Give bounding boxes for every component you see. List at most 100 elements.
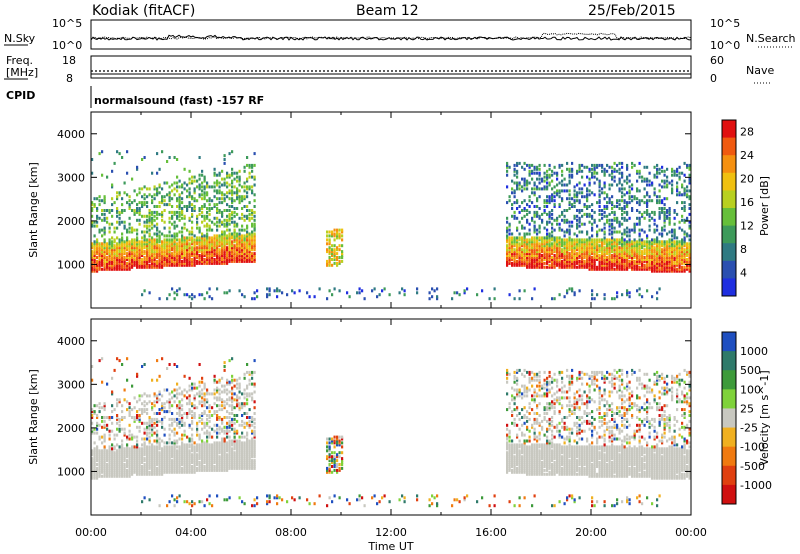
velocity-cell [161,466,164,470]
power-cell [138,256,141,259]
power-cell [146,220,149,224]
power-cell [226,209,229,212]
velocity-cell [123,466,126,470]
power-cell [611,175,614,179]
power-cell [513,256,516,259]
power-cell [178,242,181,246]
power-cell [131,201,134,205]
power-cell [538,163,541,167]
power-cell [583,183,586,187]
power-cell [643,265,646,269]
power-cell [623,259,626,263]
power-cell [548,259,551,263]
power-cell [666,210,669,214]
power-cell [111,248,114,252]
power-cell [133,254,136,257]
power-cell [113,248,116,252]
power-cell [658,250,661,254]
power-cell [168,244,171,248]
nsky-tick-low: 10^0 [52,39,82,52]
power-cell [103,209,106,212]
power-cell [123,226,126,230]
power-cell [598,212,601,216]
power-cell [591,246,594,250]
power-cell [628,263,631,267]
velocity-cell [93,457,96,461]
power-cell [586,258,589,261]
power-cell [226,261,229,265]
power-cell [238,242,241,246]
power-cell [126,242,129,246]
velocity-cell [151,449,154,453]
power-cell [688,163,691,167]
velocity-cell [161,468,164,472]
power-cell [238,248,241,252]
power-cell [556,238,559,242]
power-cell [531,259,534,263]
velocity-cell [173,419,176,423]
velocity-cell [98,463,101,466]
power-cell [221,222,224,226]
power-cell [666,265,669,269]
power-cell [231,232,234,236]
velocity-cell [186,449,189,453]
power-cell [591,248,594,252]
power-cell [668,265,671,269]
power-cell [336,248,339,252]
velocity-cell [116,459,119,463]
power-cell [588,167,591,171]
power-cell [326,263,329,267]
power-cell [103,240,106,244]
power-cell [688,220,691,224]
power-cell [656,252,659,256]
power-cell [653,242,656,246]
velocity-cell [151,433,154,437]
power-cell [208,185,211,189]
power-cell [621,240,624,244]
power-cell [528,222,531,226]
velocity-cell [116,404,119,408]
velocity-cell [191,465,194,468]
power-cell [646,259,649,263]
power-cell [668,258,671,261]
velocity-cell [116,474,119,478]
power-cell [163,240,166,244]
power-cell [211,228,214,232]
power-cell [136,210,139,214]
power-cell [228,173,231,177]
power-cell [536,259,539,263]
power-cell [251,248,254,252]
power-cell [176,199,179,203]
power-cell [186,259,189,263]
velocity-cell [143,453,146,457]
power-cell [508,261,511,265]
power-cell [226,181,229,185]
power-cell [613,205,616,208]
power-cell [253,259,256,263]
power-cell [653,187,656,191]
power-cell [533,258,536,261]
power-cell [518,256,521,259]
power-cell [218,197,221,201]
velocity-cell [148,417,151,421]
power-cell [173,263,176,267]
power-cell [528,244,531,248]
velocity-cell [111,447,114,451]
power-cell [91,224,94,228]
velocity-cell [121,474,124,478]
velocity-cell [153,453,156,457]
power-cell [551,222,554,226]
velocity-cell [146,447,149,451]
power-cell [246,250,249,254]
power-cell [221,238,224,242]
velocity-cell [148,416,151,419]
power-cell [583,263,586,267]
power-cell [116,150,119,154]
power-cell [613,240,616,244]
velocity-cell [178,414,181,417]
power-cell [583,240,586,244]
power-cell [646,199,649,203]
power-cell [611,195,614,199]
power-cell [188,216,191,220]
velocity-cell [191,421,194,425]
